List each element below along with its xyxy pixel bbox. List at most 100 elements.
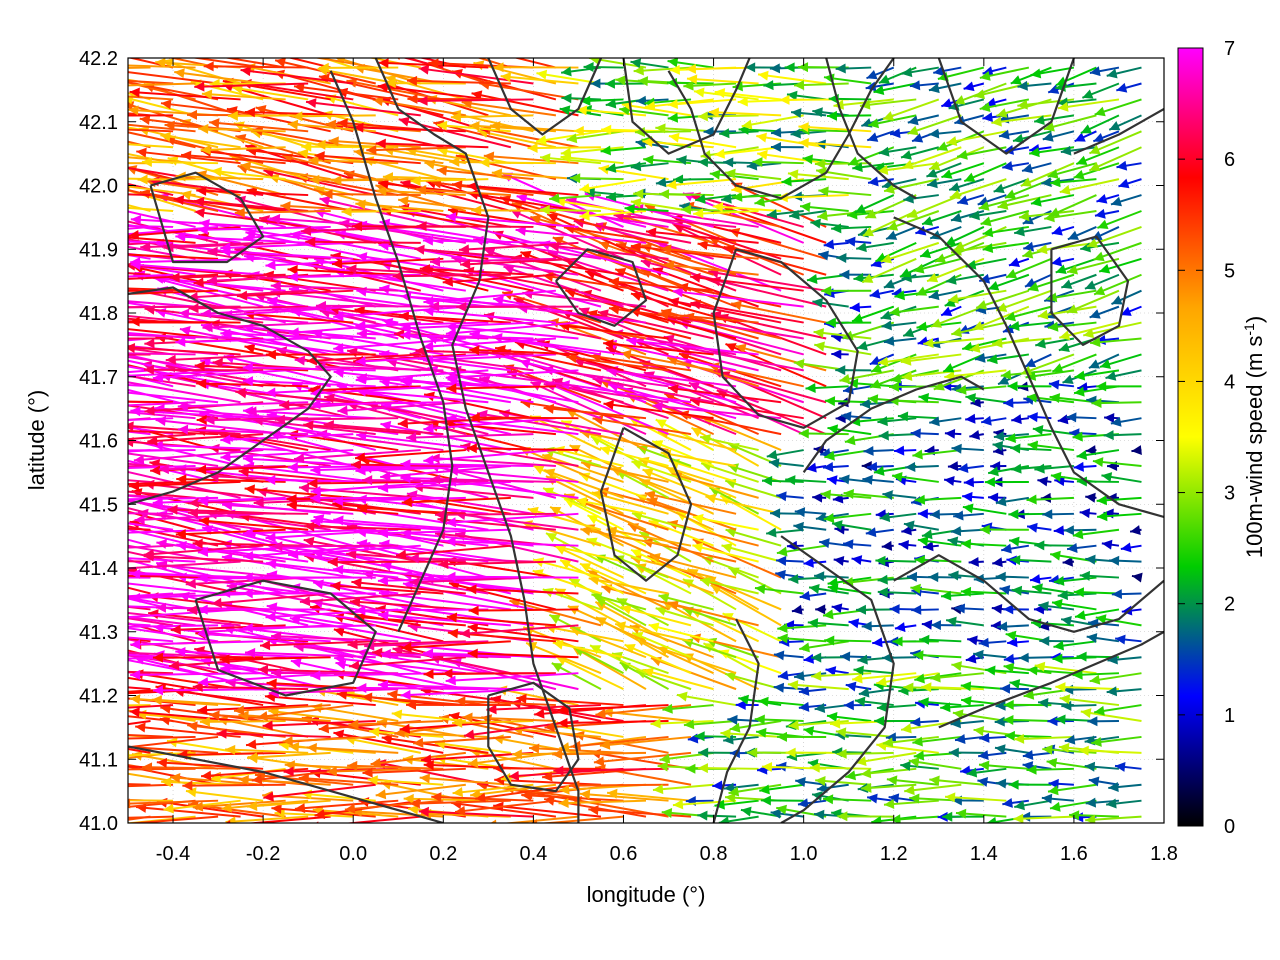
wind-arrow-shaft bbox=[265, 561, 399, 579]
wind-arrow-shaft bbox=[634, 564, 692, 595]
wind-arrow-shaft bbox=[692, 515, 759, 531]
wind-arrow-head bbox=[1131, 572, 1143, 583]
wind-arrow-head bbox=[630, 161, 642, 172]
wind-arrow-shaft bbox=[176, 478, 286, 483]
wind-arrow-head bbox=[973, 726, 985, 737]
wind-arrow-head bbox=[552, 749, 563, 760]
wind-arrow-head bbox=[177, 401, 188, 412]
wind-arrow-shaft bbox=[169, 273, 286, 279]
wind-arrow-shaft bbox=[152, 444, 286, 452]
wind-arrow-head bbox=[972, 320, 984, 331]
wind-arrow-shaft bbox=[545, 381, 669, 436]
wind-arrow-head bbox=[539, 204, 550, 215]
wind-arrow-head bbox=[288, 327, 300, 338]
wind-arrow-head bbox=[685, 63, 696, 74]
wind-arrow-head bbox=[569, 578, 581, 588]
wind-arrow-head bbox=[823, 794, 834, 805]
wind-arrow-head bbox=[331, 175, 342, 186]
wind-arrow-head bbox=[265, 387, 276, 398]
wind-arrow-shaft bbox=[606, 369, 737, 388]
wind-arrow-shaft bbox=[298, 776, 399, 786]
wind-arrow-head bbox=[185, 578, 196, 589]
wind-arrow-head bbox=[63, 111, 73, 121]
wind-arrow-shaft bbox=[128, 527, 151, 531]
colorbar-tick-label: 6 bbox=[1224, 149, 1235, 171]
wind-arrow-head bbox=[128, 77, 129, 79]
wind-arrow-head bbox=[399, 723, 411, 734]
wind-arrow-head bbox=[815, 776, 826, 787]
wind-arrow-shaft bbox=[405, 58, 489, 85]
wind-arrow-head bbox=[605, 162, 617, 173]
wind-arrow-head bbox=[37, 520, 47, 530]
wind-arrow-shaft bbox=[356, 686, 489, 691]
wind-arrow-shaft bbox=[876, 743, 939, 754]
wind-arrow-head bbox=[692, 542, 704, 553]
wind-arrow-head bbox=[776, 491, 787, 502]
wind-arrow-shaft bbox=[712, 205, 782, 212]
wind-arrow-head bbox=[798, 138, 809, 149]
wind-arrow-head bbox=[45, 102, 55, 112]
wind-arrow-shaft bbox=[128, 612, 241, 627]
wind-arrow-head bbox=[907, 208, 919, 219]
wind-arrow-head bbox=[369, 726, 380, 737]
wind-arrow-head bbox=[355, 199, 366, 210]
wind-arrow-head bbox=[882, 111, 894, 121]
wind-arrow-head bbox=[947, 461, 959, 472]
wind-arrow-head bbox=[1115, 761, 1126, 772]
wind-arrow-head bbox=[130, 639, 141, 650]
wind-arrow-shaft bbox=[437, 518, 557, 531]
wind-arrow-head bbox=[30, 555, 40, 565]
contour-line bbox=[374, 58, 580, 823]
wind-arrow-head bbox=[398, 311, 410, 322]
wind-arrow-head bbox=[797, 798, 809, 809]
wind-arrow-head bbox=[452, 787, 464, 798]
wind-arrow-head bbox=[1047, 785, 1059, 796]
wind-arrow-head bbox=[333, 627, 345, 637]
wind-arrow-shaft bbox=[334, 270, 466, 292]
wind-arrow-head bbox=[19, 89, 29, 99]
wind-arrow-shaft bbox=[328, 139, 421, 149]
wind-arrow-head bbox=[310, 464, 321, 475]
wind-arrow-head bbox=[994, 744, 1006, 755]
wind-arrow-shaft bbox=[447, 468, 579, 483]
wind-arrow-head bbox=[731, 300, 742, 311]
wind-arrow-head bbox=[429, 301, 440, 312]
wind-arrow-head bbox=[728, 786, 740, 797]
wind-arrow-head bbox=[948, 293, 959, 304]
wind-arrow-head bbox=[362, 767, 373, 778]
wind-arrow-head bbox=[661, 244, 672, 255]
wind-arrow-shaft bbox=[798, 141, 872, 149]
wind-arrow-shaft bbox=[128, 528, 219, 534]
wind-arrow-head bbox=[326, 766, 337, 777]
wind-arrow-head bbox=[1034, 540, 1045, 551]
wind-arrow-head bbox=[100, 212, 111, 222]
wind-arrow-head bbox=[898, 539, 909, 550]
wind-arrow-head bbox=[68, 706, 78, 716]
wind-arrow-shaft bbox=[161, 780, 241, 786]
wind-arrow-shaft bbox=[400, 295, 534, 308]
wind-arrow-head bbox=[600, 145, 612, 156]
wind-arrow-head bbox=[288, 742, 300, 753]
wind-arrow-head bbox=[310, 670, 321, 681]
wind-arrow-shaft bbox=[355, 389, 489, 404]
wind-arrow-head bbox=[1052, 653, 1063, 664]
wind-arrow-head bbox=[998, 129, 1010, 140]
wind-arrow-head bbox=[700, 434, 712, 444]
wind-arrow-shaft bbox=[412, 485, 534, 499]
wind-arrow-shaft bbox=[377, 683, 511, 691]
wind-arrow-shaft bbox=[234, 210, 331, 214]
wind-arrow-shaft bbox=[438, 560, 556, 566]
wind-arrow-head bbox=[423, 423, 434, 434]
wind-arrow-head bbox=[54, 749, 65, 759]
wind-arrow-shaft bbox=[697, 242, 804, 260]
wind-arrow-head bbox=[136, 147, 147, 158]
wind-arrow-head bbox=[982, 243, 994, 253]
wind-arrow-shaft bbox=[446, 615, 556, 627]
wind-arrow-shaft bbox=[333, 305, 466, 318]
wind-arrow-shaft bbox=[525, 642, 602, 675]
wind-arrow-shaft bbox=[530, 381, 647, 436]
wind-arrow-shaft bbox=[634, 636, 714, 675]
wind-arrow-head bbox=[826, 475, 838, 486]
wind-arrow-shaft bbox=[631, 512, 692, 531]
wind-arrow-shaft bbox=[129, 90, 241, 101]
